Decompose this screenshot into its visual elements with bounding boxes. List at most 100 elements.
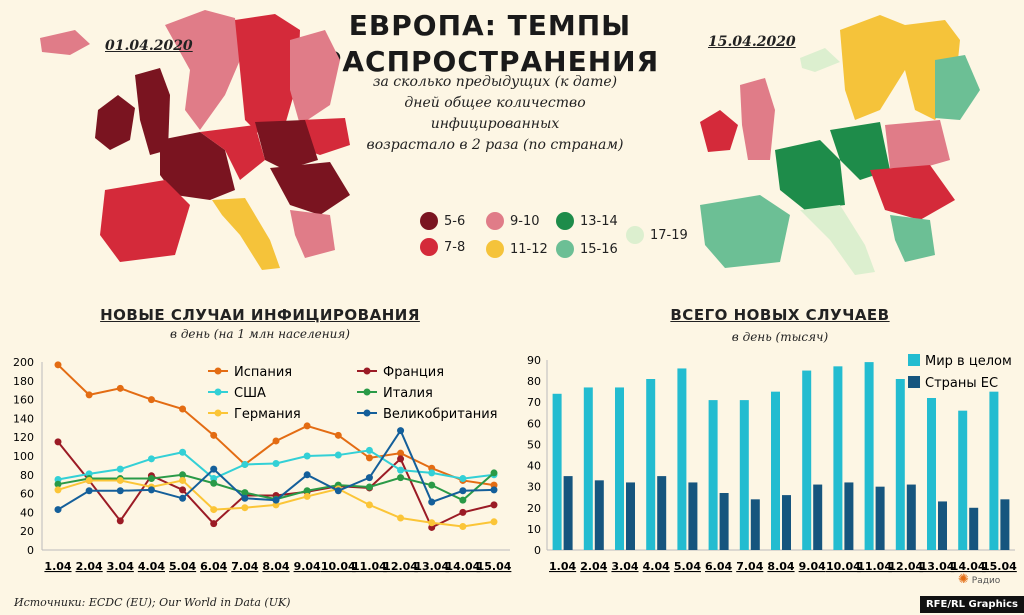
data-point bbox=[54, 486, 62, 494]
data-point bbox=[397, 449, 405, 457]
legend-label: 7-8 bbox=[444, 239, 466, 255]
data-point bbox=[334, 451, 342, 459]
title-line-2: РАСПРОСТРАНЕНИЯ bbox=[320, 45, 660, 78]
bar bbox=[1000, 499, 1010, 550]
legend-marker bbox=[363, 409, 371, 417]
data-point bbox=[147, 396, 155, 404]
y-tick-label: 120 bbox=[13, 431, 34, 444]
x-tick-label: 13.04 bbox=[920, 560, 955, 573]
legend-label: Италия bbox=[383, 386, 433, 401]
bar bbox=[802, 370, 812, 550]
data-point bbox=[365, 483, 373, 491]
bar bbox=[938, 501, 947, 550]
data-point bbox=[179, 448, 187, 456]
y-tick-label: 60 bbox=[527, 417, 541, 430]
legend-marker bbox=[214, 409, 222, 417]
data-point bbox=[179, 494, 187, 502]
map-left bbox=[40, 10, 350, 270]
data-point bbox=[397, 466, 405, 474]
map-legend: 5-6 9-10 13-14 17-19 7-8 11-12 15-16 bbox=[420, 210, 690, 260]
data-point bbox=[303, 487, 311, 495]
bar bbox=[927, 398, 936, 550]
legend-label: США bbox=[234, 386, 266, 401]
data-point bbox=[490, 486, 498, 494]
data-point bbox=[459, 496, 467, 504]
bar bbox=[552, 393, 562, 550]
x-tick-label: 7.04 bbox=[736, 560, 763, 573]
data-point bbox=[210, 506, 218, 514]
legend-swatch bbox=[626, 226, 644, 244]
legend-marker bbox=[363, 388, 371, 396]
legend-swatch bbox=[486, 240, 504, 258]
data-point bbox=[397, 514, 405, 522]
legend-label: Мир в целом bbox=[925, 354, 1012, 369]
line-chart: 0 20 40 60 80 100 120 140 160 180 200 1.04 2.04 3.04 4… bbox=[13, 356, 512, 573]
x-tick-label: 6.04 bbox=[705, 560, 732, 573]
data-point bbox=[54, 438, 62, 446]
y-tick-label: 70 bbox=[527, 396, 541, 409]
data-point bbox=[459, 475, 467, 483]
line-chart-subtitle: в день (на 1 млн населения) bbox=[170, 327, 350, 341]
radio-logo: ✺ Радио bbox=[958, 572, 1000, 587]
data-point bbox=[147, 475, 155, 483]
data-point bbox=[272, 460, 280, 468]
x-tick-label: 11.04 bbox=[857, 560, 892, 573]
credit-badge: RFE/RL Graphics bbox=[919, 596, 1024, 613]
x-tick-label: 7.04 bbox=[231, 560, 258, 573]
data-point bbox=[365, 501, 373, 509]
data-point bbox=[210, 479, 218, 487]
data-point bbox=[210, 431, 218, 439]
legend-item: 17-19 bbox=[626, 226, 688, 244]
legend-label: Великобритания bbox=[383, 407, 498, 422]
bar bbox=[875, 486, 885, 550]
x-tick-label: 3.04 bbox=[611, 560, 638, 573]
x-tick-label: 15.04 bbox=[477, 560, 512, 573]
bar bbox=[958, 410, 968, 550]
data-point bbox=[303, 452, 311, 460]
data-point bbox=[116, 487, 124, 495]
x-tick-label: 2.04 bbox=[76, 560, 103, 573]
x-tick-label: 4.04 bbox=[138, 560, 165, 573]
map-right bbox=[700, 15, 980, 275]
data-point bbox=[116, 465, 124, 473]
data-point bbox=[179, 405, 187, 413]
y-tick-label: 90 bbox=[527, 354, 541, 367]
subtitle-line: дней общее количество bbox=[404, 95, 586, 111]
europe-maps bbox=[40, 10, 980, 275]
data-point bbox=[179, 486, 187, 494]
map-date-left: 01.04.2020 bbox=[105, 38, 193, 54]
data-point bbox=[334, 487, 342, 495]
legend-label: Испания bbox=[234, 365, 292, 380]
logo-text: Радио bbox=[971, 576, 1001, 586]
bar bbox=[844, 482, 854, 550]
y-tick-label: 20 bbox=[20, 525, 34, 538]
legend-label: Франция bbox=[383, 365, 444, 380]
x-tick-label: 4.04 bbox=[643, 560, 670, 573]
y-tick-label: 0 bbox=[534, 544, 541, 557]
legend-item: 5-6 bbox=[420, 212, 465, 230]
y-tick-label: 20 bbox=[527, 502, 541, 515]
data-point bbox=[210, 465, 218, 473]
bar bbox=[739, 400, 749, 550]
data-point bbox=[54, 506, 62, 514]
page-title: ЕВРОПА: ТЕМПЫ РАСПРОСТРАНЕНИЯ bbox=[300, 8, 680, 80]
data-point bbox=[303, 492, 311, 500]
legend-marker bbox=[363, 367, 371, 375]
bar bbox=[771, 391, 780, 550]
data-point bbox=[428, 481, 436, 489]
data-point bbox=[428, 519, 436, 527]
legend-label: 17-19 bbox=[650, 227, 688, 243]
subtitle-line: за сколько предыдущих (к дате) bbox=[372, 74, 618, 90]
data-point bbox=[85, 487, 93, 495]
y-tick-label: 0 bbox=[27, 544, 34, 557]
x-tick-label: 14.04 bbox=[445, 560, 480, 573]
y-tick-label: 140 bbox=[13, 412, 34, 425]
bar-chart: 0 10 20 30 40 50 60 70 80 90 1.04 2.04 3.04 4.04 5.04 6… bbox=[527, 354, 1017, 573]
legend-swatch bbox=[556, 240, 574, 258]
data-point bbox=[241, 460, 249, 468]
data-point bbox=[365, 474, 373, 482]
bar bbox=[646, 379, 656, 550]
x-tick-label: 5.04 bbox=[674, 560, 701, 573]
y-tick-label: 60 bbox=[20, 488, 34, 501]
x-tick-label: 12.04 bbox=[383, 560, 418, 573]
